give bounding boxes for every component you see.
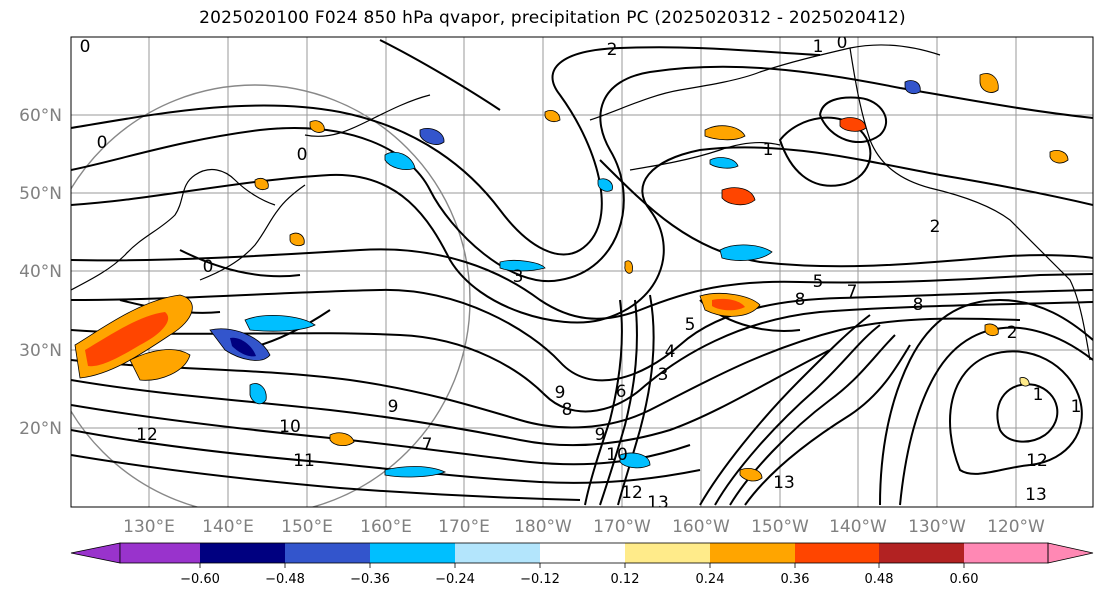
contour-label: 10	[279, 417, 301, 437]
colorbar-tick-label: −0.24	[435, 572, 475, 587]
contour-label: 0	[80, 37, 91, 57]
latitude-label: 40°N	[19, 262, 62, 282]
map-frame	[70, 36, 1094, 508]
contour-label: 3	[513, 267, 524, 287]
contour-label: 8	[562, 400, 573, 420]
colorbar-tick-label: 0.60	[950, 572, 979, 587]
contour-label: 12	[1026, 451, 1048, 471]
latitude-labels: 60°N 50°N 40°N 30°N 20°N	[19, 106, 62, 439]
colorbar-segment	[879, 543, 964, 563]
colorbar-tick-label: 0.24	[696, 572, 725, 587]
colorbar-extend-high	[1047, 542, 1094, 564]
longitude-label: 140°W	[829, 517, 887, 537]
contour-label: 10	[606, 445, 628, 465]
precip-shading	[74, 73, 1069, 482]
contour-label: 11	[293, 451, 315, 471]
contour-label: 0	[837, 33, 848, 53]
contour-label: 9	[555, 383, 566, 403]
contour-label: 8	[795, 290, 806, 310]
plot-title: 2025020100 F024 850 hPa qvapor, precipit…	[199, 8, 906, 28]
contour-label: 7	[847, 282, 858, 302]
contour-label: 1	[1071, 397, 1082, 417]
colorbar-segment	[710, 543, 795, 563]
graticule	[71, 37, 1093, 507]
colorbar: −0.60 −0.48 −0.36 −0.24 −0.12 0.12 0.24 0.36 0.4…	[70, 542, 1094, 587]
longitude-label: 130°E	[123, 517, 175, 537]
contour-label: 2	[1007, 323, 1018, 343]
contour-label: 2	[607, 40, 618, 60]
contour-label: 13	[1025, 485, 1047, 505]
longitude-label: 140°E	[202, 517, 254, 537]
colorbar-segment	[370, 543, 455, 563]
contour-label: 9	[388, 397, 399, 417]
contour-label: 0	[97, 133, 108, 153]
colorbar-segment	[625, 543, 710, 563]
contour-label: 5	[813, 272, 824, 292]
latitude-label: 60°N	[19, 106, 62, 126]
colorbar-tick-label: 0.36	[781, 572, 810, 587]
colorbar-segment	[120, 543, 200, 563]
latitude-label: 30°N	[19, 341, 62, 361]
contour-label: 2	[930, 217, 941, 237]
contour-label: 12	[621, 483, 643, 503]
colorbar-extend-low	[70, 542, 121, 564]
contour-label: 12	[136, 425, 158, 445]
longitude-label: 160°E	[360, 517, 412, 537]
contour-label: 1	[763, 140, 774, 160]
colorbar-segment	[964, 543, 1048, 563]
colorbar-segment	[455, 543, 540, 563]
contour-label: 5	[685, 315, 696, 335]
colorbar-segment	[285, 543, 370, 563]
contour-label: 0	[297, 145, 308, 165]
contour-label: 4	[665, 342, 676, 362]
longitude-label: 170°E	[438, 517, 490, 537]
longitude-label: 150°W	[751, 517, 809, 537]
colorbar-tick-label: 0.12	[611, 572, 640, 587]
contour-label: 13	[773, 473, 795, 493]
colorbar-outline	[119, 542, 1049, 564]
contour-label: 0	[203, 257, 214, 277]
longitude-label: 180°W	[514, 517, 572, 537]
contour-label: 8	[913, 295, 924, 315]
colorbar-tick-label: −0.36	[350, 572, 390, 587]
longitude-label: 130°W	[908, 517, 966, 537]
contour-label: 6	[616, 382, 627, 402]
colorbar-tick-label: −0.48	[265, 572, 305, 587]
domain-circle	[71, 84, 471, 507]
longitude-label: 120°W	[987, 517, 1045, 537]
colorbar-tick-label: 0.48	[865, 572, 894, 587]
longitude-label: 160°W	[672, 517, 730, 537]
contour-label: 13	[647, 493, 669, 513]
contour-label: 7	[422, 435, 433, 455]
longitude-label: 150°E	[281, 517, 333, 537]
longitude-labels: 130°E 140°E 150°E 160°E 170°E 180°W 170°W 160°W…	[123, 517, 1045, 537]
contour-label: 9	[595, 425, 606, 445]
colorbar-tick-label: −0.60	[180, 572, 220, 587]
colorbar-segment	[540, 543, 625, 563]
colorbar-tick-label: −0.12	[520, 572, 560, 587]
contour-label: 1	[813, 37, 824, 57]
contour-label: 1	[1033, 385, 1044, 405]
latitude-label: 50°N	[19, 184, 62, 204]
colorbar-segment	[795, 543, 879, 563]
contour-label: 3	[658, 365, 669, 385]
coastlines	[71, 44, 1091, 361]
longitude-label: 170°W	[593, 517, 651, 537]
colorbar-segment	[200, 543, 285, 563]
latitude-label: 20°N	[19, 419, 62, 439]
